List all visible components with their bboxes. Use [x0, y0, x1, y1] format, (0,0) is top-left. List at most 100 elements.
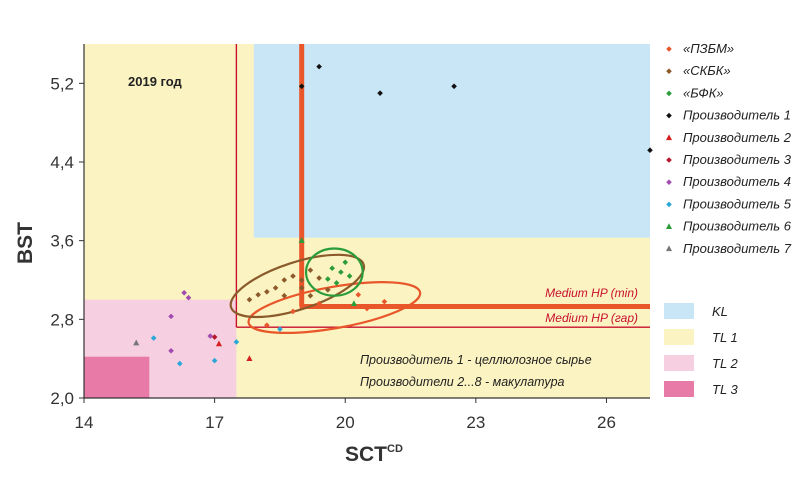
series-9 — [133, 339, 140, 346]
series-0 — [264, 291, 388, 329]
point-1-5 — [290, 273, 296, 279]
point-0-5 — [364, 305, 370, 312]
x-tick-label-0: 14 — [75, 413, 94, 432]
legend-label-4: Производитель 2 — [683, 130, 792, 145]
region-legend-label-1: TL 1 — [712, 330, 738, 345]
series-3 — [298, 63, 653, 153]
x-axis-title: SCTCD — [345, 443, 403, 466]
legend-label-1: «СКБК» — [683, 63, 731, 78]
legend-label-5: Производитель 3 — [683, 152, 792, 167]
annotation-2: Производители 2...8 - макулатура — [360, 375, 565, 389]
legend-label-2: «БФК» — [683, 85, 724, 100]
ellipse-0 — [247, 281, 422, 334]
series-6 — [168, 289, 214, 354]
point-2-3 — [342, 259, 349, 266]
legend-label-3: Производитель 1 — [683, 108, 791, 123]
series-2 — [325, 259, 353, 286]
point-2-5 — [346, 273, 353, 279]
region-tl-3 — [84, 356, 150, 398]
point-1-8 — [316, 275, 322, 281]
point-5-0 — [211, 334, 218, 340]
legend-label-9: Производитель 7 — [683, 241, 792, 256]
legend-label-0: «ПЗБМ» — [683, 41, 734, 56]
series-8 — [298, 237, 357, 306]
series-7 — [150, 326, 283, 367]
legend-marker-2 — [666, 90, 672, 97]
legend-marker-3 — [666, 112, 672, 119]
x-axis-title-main: SCT — [345, 443, 387, 466]
point-0-4 — [381, 298, 388, 305]
point-1-2 — [264, 289, 270, 295]
x-axis-title-sup: CD — [387, 443, 403, 455]
point-7-2 — [233, 339, 240, 345]
region-legend-swatch-3 — [664, 381, 694, 397]
point-4-1 — [215, 340, 223, 347]
region-legend-label-3: TL 3 — [712, 382, 739, 397]
region-legend-swatch-1 — [664, 329, 694, 345]
point-8-0 — [298, 237, 305, 244]
legend-marker-5 — [666, 157, 672, 163]
point-2-0 — [329, 265, 335, 271]
series-4 — [215, 340, 253, 362]
point-7-3 — [211, 357, 218, 364]
point-6-0 — [181, 289, 187, 296]
legend-label-6: Производитель 4 — [683, 174, 791, 189]
y-tick-label-3: 4,4 — [50, 153, 74, 172]
legend: «ПЗБМ» «СКБК» «БФК» Производитель 1 Производ… — [665, 41, 792, 256]
point-0-0 — [264, 322, 270, 329]
point-2-4 — [333, 280, 340, 286]
point-8-1 — [350, 300, 357, 306]
point-1-11 — [307, 292, 314, 299]
point-0-3 — [355, 291, 362, 298]
medium-hp-gar-label: Medium HP (гар) — [545, 311, 638, 325]
point-4-0 — [246, 355, 253, 362]
legend-marker-7 — [666, 201, 672, 208]
point-1-7 — [307, 267, 314, 273]
legend-marker-0 — [666, 46, 672, 52]
legend-marker-1 — [666, 68, 672, 74]
series-1 — [246, 267, 331, 303]
x-tick-label-2: 20 — [336, 413, 355, 432]
point-7-1 — [176, 360, 183, 367]
point-7-0 — [150, 335, 157, 341]
region-legend-label-2: TL 2 — [712, 356, 739, 371]
point-0-2 — [316, 300, 322, 307]
x-tick-label-1: 17 — [205, 413, 224, 432]
legend-label-8: Производитель 6 — [683, 219, 792, 234]
point-0-1 — [290, 308, 296, 315]
point-2-2 — [325, 276, 331, 282]
point-1-3 — [272, 285, 279, 291]
point-9-0 — [133, 339, 140, 346]
y-axis-title: BST — [14, 222, 37, 264]
y-tick-label-0: 2,0 — [50, 389, 74, 408]
series-5 — [211, 334, 218, 340]
region-legend-label-0: KL — [712, 304, 728, 319]
legend-label-7: Производитель 5 — [683, 196, 792, 211]
region-legend: KL TL 1 TL 2 TL 3 — [664, 303, 739, 397]
axes: 14 17 20 23 26 2,0 2,8 3,6 4,4 5,2 — [50, 44, 650, 432]
point-3-0 — [298, 83, 305, 90]
point-3-3 — [451, 83, 457, 90]
point-6-3 — [207, 333, 214, 339]
point-1-12 — [325, 287, 331, 293]
y-tick-label-2: 3,6 — [50, 232, 74, 251]
point-6-2 — [168, 313, 174, 320]
y-tick-label-4: 5,2 — [50, 74, 74, 93]
point-7-4 — [277, 326, 283, 332]
point-2-1 — [338, 269, 344, 275]
legend-marker-4 — [665, 134, 673, 141]
legend-marker-8 — [665, 223, 673, 229]
plot-area — [84, 44, 653, 398]
point-3-4 — [647, 147, 653, 153]
point-1-6 — [298, 277, 305, 283]
x-tick-label-4: 26 — [597, 413, 616, 432]
x-tick-label-3: 23 — [466, 413, 485, 432]
point-1-10 — [281, 292, 288, 299]
point-6-4 — [168, 348, 174, 354]
region-legend-swatch-2 — [664, 355, 694, 371]
annotation-1: Производитель 1 - целлюлозное сырье — [360, 353, 592, 367]
ellipse-1 — [229, 253, 366, 319]
point-1-1 — [255, 291, 261, 298]
region-kl — [253, 44, 651, 238]
